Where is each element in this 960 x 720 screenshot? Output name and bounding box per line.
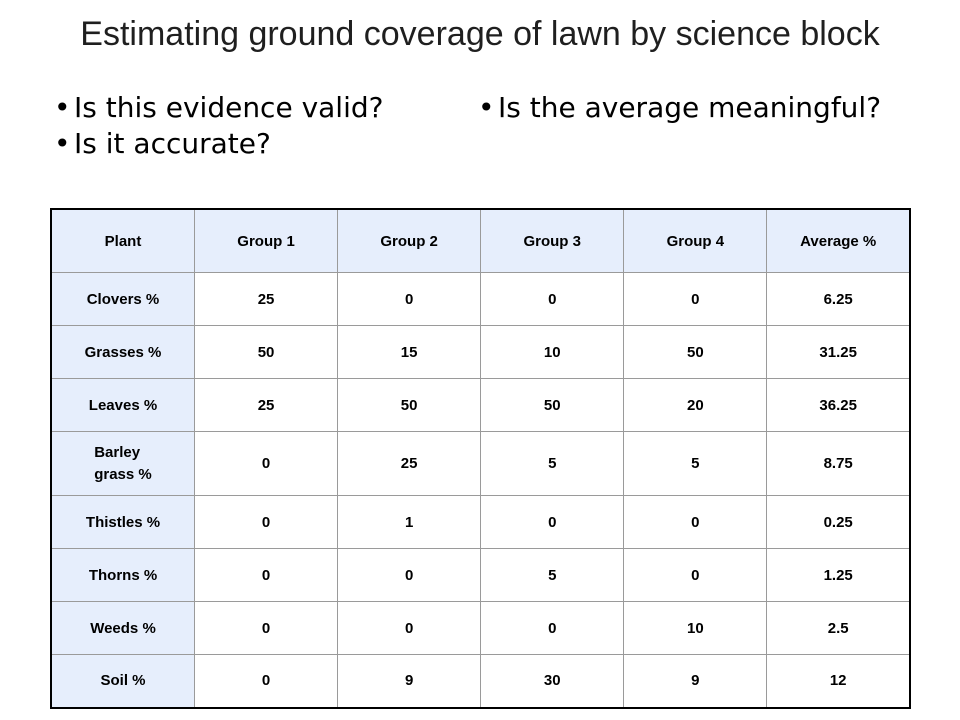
row-label-line: Barley (94, 443, 141, 461)
table-cell: 0 (623, 272, 768, 326)
table-cell: 50 (193, 325, 339, 379)
column-header: Group 2 (337, 208, 482, 273)
table-row: Weeds % 0 0 0 10 2.5 (50, 601, 911, 655)
table-row: Thorns % 0 0 5 0 1.25 (50, 548, 911, 602)
bullet-list-left: • Is this evidence valid? • Is it accurate… (54, 90, 384, 162)
coverage-table: Plant Group 1 Group 2 Group 3 Group 4 Av… (50, 208, 911, 709)
row-label: Thorns % (50, 548, 195, 602)
row-label: Leaves % (50, 378, 195, 432)
row-label: Soil % (50, 654, 195, 708)
table-cell: 0 (193, 495, 339, 549)
bullet-dot-icon: • (478, 91, 495, 124)
table-cell: 10 (623, 601, 768, 655)
table-cell: 0 (337, 601, 482, 655)
table-cell: 31.25 (766, 325, 911, 379)
row-label: Clovers % (50, 272, 195, 326)
table-cell: 30 (480, 654, 625, 708)
table-cell: 10 (480, 325, 625, 379)
bullet-list-right: • Is the average meaningful? (478, 90, 881, 126)
column-header: Group 1 (193, 208, 339, 273)
table-cell: 9 (623, 654, 768, 708)
table-cell: 1.25 (766, 548, 911, 602)
table-cell: 20 (623, 378, 768, 432)
row-label: Grasses % (50, 325, 195, 379)
bullet-item: • Is the average meaningful? (478, 90, 881, 126)
table-cell: 25 (337, 431, 482, 496)
bullet-text: Is this evidence valid? (74, 91, 384, 124)
row-label-text: Barley grass % (94, 442, 152, 486)
bullet-dot-icon: • (54, 127, 71, 160)
table-row: Leaves % 25 50 50 20 36.25 (50, 378, 911, 432)
table-cell: 12 (766, 654, 911, 708)
bullet-item: • Is this evidence valid? (54, 90, 384, 126)
column-header: Average % (766, 208, 911, 273)
table-cell: 1 (337, 495, 482, 549)
bullet-text: Is it accurate? (74, 127, 271, 160)
table-row: Grasses % 50 15 10 50 31.25 (50, 325, 911, 379)
table-row: Thistles % 0 1 0 0 0.25 (50, 495, 911, 549)
table-cell: 6.25 (766, 272, 911, 326)
table-cell: 0 (480, 495, 625, 549)
row-label: Barley grass % (50, 431, 195, 496)
table-cell: 0 (193, 601, 339, 655)
table-cell: 5 (480, 548, 625, 602)
table-cell: 9 (337, 654, 482, 708)
table-cell: 0 (193, 431, 339, 496)
table-cell: 50 (337, 378, 482, 432)
table-cell: 2.5 (766, 601, 911, 655)
table-header-row: Plant Group 1 Group 2 Group 3 Group 4 Av… (50, 208, 911, 273)
column-header: Plant (50, 208, 195, 273)
bullet-text: Is the average meaningful? (498, 91, 882, 124)
table-cell: 25 (193, 378, 339, 432)
table-cell: 0 (337, 548, 482, 602)
table-cell: 8.75 (766, 431, 911, 496)
table-row: Soil % 0 9 30 9 12 (50, 654, 911, 708)
row-label-line: grass % (94, 465, 152, 483)
table-cell: 0 (193, 548, 339, 602)
table-cell: 0.25 (766, 495, 911, 549)
table-cell: 0 (480, 601, 625, 655)
table-cell: 50 (623, 325, 768, 379)
page-title: Estimating ground coverage of lawn by sc… (80, 15, 880, 53)
table-cell: 50 (480, 378, 625, 432)
table-cell: 5 (623, 431, 768, 496)
table-row: Barley grass % 0 25 5 5 8.75 (50, 431, 911, 496)
column-header: Group 3 (480, 208, 625, 273)
table-cell: 0 (193, 654, 339, 708)
row-label: Weeds % (50, 601, 195, 655)
table-cell: 25 (193, 272, 339, 326)
table-cell: 0 (623, 548, 768, 602)
bullet-item: • Is it accurate? (54, 126, 384, 162)
table-cell: 5 (480, 431, 625, 496)
table-cell: 0 (337, 272, 482, 326)
table-cell: 0 (480, 272, 625, 326)
row-label: Thistles % (50, 495, 195, 549)
table-cell: 15 (337, 325, 482, 379)
bullet-dot-icon: • (54, 91, 71, 124)
column-header: Group 4 (623, 208, 768, 273)
table-cell: 0 (623, 495, 768, 549)
table-cell: 36.25 (766, 378, 911, 432)
table-row: Clovers % 25 0 0 0 6.25 (50, 272, 911, 326)
